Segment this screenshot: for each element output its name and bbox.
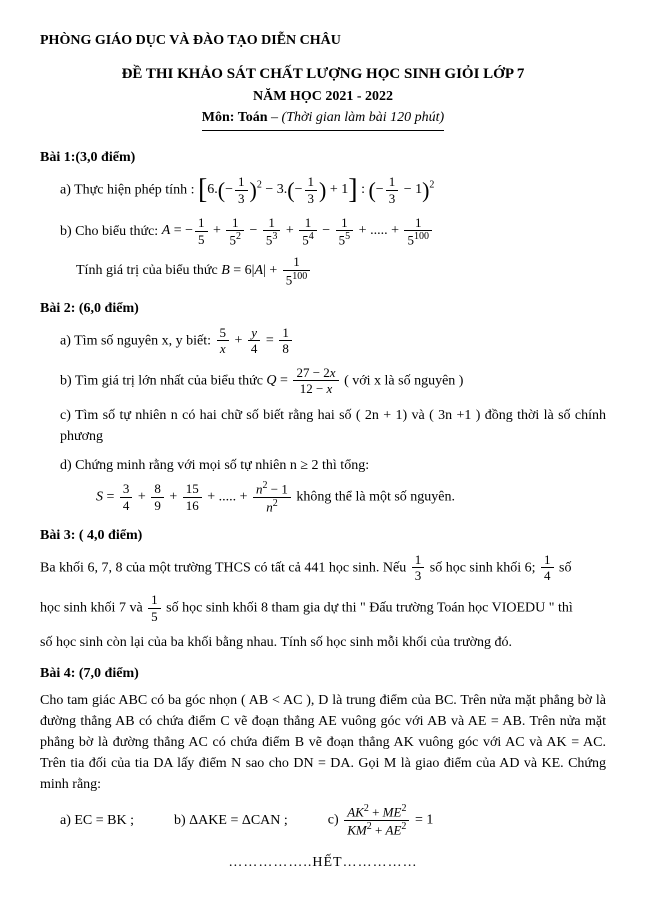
bai4-c: c) AK2 + ME2 KM2 + AE2 = 1 [328,803,434,838]
bai2-b: b) Tìm giá trị lớn nhất của biểu thức Q … [60,365,606,397]
frac-1-4: 14 [541,552,554,584]
bai4-b: b) ΔAKE = ΔCAN ; [174,810,288,831]
bai1-title: Bài 1:(3,0 điểm) [40,147,606,168]
bai1-a-text: a) Thực hiện phép tính : [60,182,198,197]
bai4-subs: a) EC = BK ; b) ΔAKE = ΔCAN ; c) AK2 + M… [60,803,606,838]
bai4-p1: Cho tam giác ABC có ba góc nhọn ( AB < A… [40,690,606,795]
bai1-b-line2: Tính giá trị của biểu thức B = 6|A| + 15… [76,254,606,288]
bai1-b: b) Cho biểu thức: A = −15 + 152 − 153 + … [60,215,606,288]
bai4-title: Bài 4: (7,0 điểm) [40,663,606,684]
bai2-a-text: a) Tìm số nguyên x, y biết: [60,333,215,348]
bai1-b-post: Tính giá trị của biểu thức [76,263,221,278]
bai3-p3: số học sinh còn lại của ba khối bằng nha… [40,632,606,653]
bai3-p2: học sinh khối 7 và 15 số học sinh khối 8… [40,592,606,624]
bai2-a: a) Tìm số nguyên x, y biết: 5x + y4 = 18 [60,325,606,357]
exam-title: ĐỀ THI KHẢO SÁT CHẤT LƯỢNG HỌC SINH GIỎI… [40,63,606,86]
bai3-title: Bài 3: ( 4,0 điểm) [40,525,606,546]
bai1-b-math1: A = −15 + 152 − 153 + 154 − 155 + ..... … [162,223,434,238]
title-block: ĐỀ THI KHẢO SÁT CHẤT LƯỢNG HỌC SINH GIỎI… [40,63,606,131]
bai2-d: d) Chứng minh rằng với mọi số tự nhiên n… [60,455,606,515]
bai3-p1-pre: Ba khối 6, 7, 8 của một trường THCS có t… [40,560,410,575]
bai2-a-math: 5x + y4 = 18 [215,333,294,348]
exam-year: NĂM HỌC 2021 - 2022 [40,86,606,107]
header-org: PHÒNG GIÁO DỤC VÀ ĐÀO TẠO DIỄN CHÂU [40,30,606,51]
bai2-d-post: không thể là một số nguyên. [296,490,455,505]
bai4-c-frac: AK2 + ME2 KM2 + AE2 [344,803,409,838]
bai3-p1: Ba khối 6, 7, 8 của một trường THCS có t… [40,552,606,584]
bai2-b-pre: b) Tìm giá trị lớn nhất của biểu thức [60,373,266,388]
bai1-a-math: [6.(−13)2 − 3.(−13) + 1] : (−13 − 1)2 [198,182,434,197]
bai3-p1-mid2: số [559,560,571,575]
subject-label: Môn: Toán [202,110,268,125]
end-line: ……………..HẾT…………… [40,852,606,873]
bai4-a: a) EC = BK ; [60,810,134,831]
frac-1-5: 15 [148,592,161,624]
bai1-b-math2: B = 6|A| + 15100 [221,263,312,278]
exam-subject: Môn: Toán – (Thời gian làm bài 120 phút) [202,107,444,131]
bai2-c: c) Tìm số tự nhiên n có hai chữ số biết … [60,405,606,447]
bai2-b-math: Q = 27 − 2x12 − x [266,373,340,388]
bai1-a: a) Thực hiện phép tính : [6.(−13)2 − 3.(… [60,174,606,207]
bai3-p2-pre: học sinh khối 7 và [40,600,146,615]
bai3-p1-mid1: số học sinh khối 6; [430,560,539,575]
duration: – (Thời gian làm bài 120 phút) [268,110,445,125]
bai2-d-math: S = 34 + 89 + 1516 + ..... + n2 − 1n2 kh… [96,480,606,515]
bai2-b-post: ( với x là số nguyên ) [344,373,463,388]
bai2-d-pre: d) Chứng minh rằng với mọi số tự nhiên n… [60,458,369,473]
bai2-title: Bài 2: (6,0 điểm) [40,298,606,319]
bai4-c-pre: c) [328,813,342,828]
bai3-p2-post: số học sinh khối 8 tham gia dự thi " Đấu… [166,600,573,615]
bai1-b-pre: b) Cho biểu thức: [60,223,162,238]
frac-1-3: 13 [412,552,425,584]
